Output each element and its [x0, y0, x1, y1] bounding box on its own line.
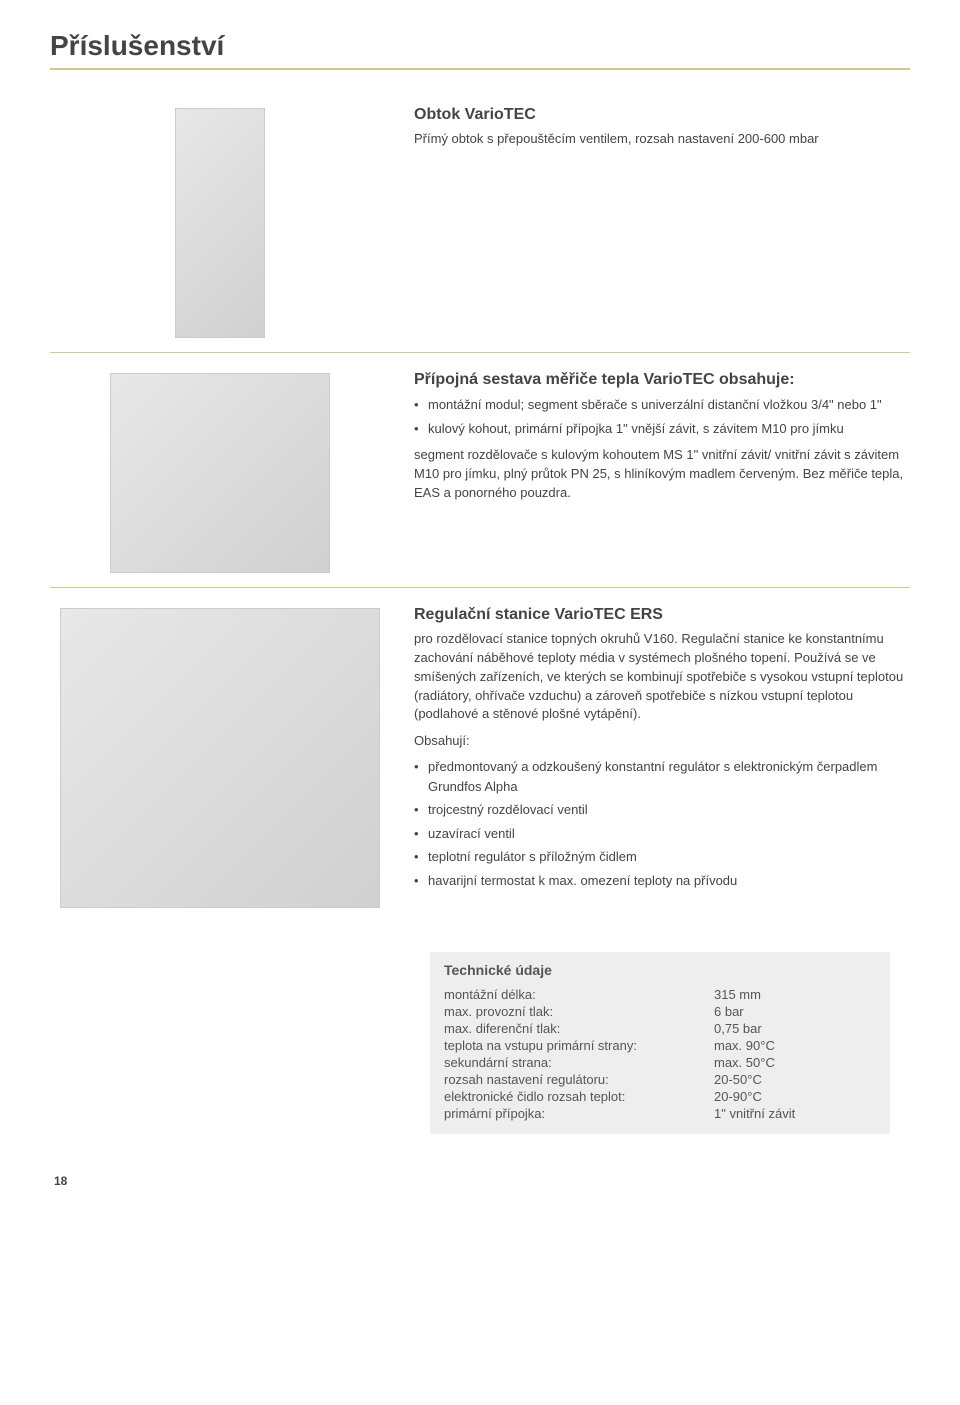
product-desc: pro rozdělovací stanice topných okruhů V…	[414, 630, 910, 724]
list-item: teplotní regulátor s příložným čidlem	[414, 847, 910, 867]
section-pripojna: Přípojná sestava měřiče tepla VarioTEC o…	[50, 353, 910, 588]
tech-label: sekundární strana:	[444, 1055, 714, 1070]
tech-title: Technické údaje	[444, 962, 876, 978]
list-item: uzavírací ventil	[414, 824, 910, 844]
text-col: Obtok VarioTEC Přímý obtok s přepouštěcí…	[414, 100, 910, 338]
tech-value: 20-90°C	[714, 1089, 876, 1104]
image-col	[50, 365, 390, 573]
tech-label: max. diferenční tlak:	[444, 1021, 714, 1036]
product-lead: Obsahují:	[414, 732, 910, 751]
product-title: Obtok VarioTEC	[414, 106, 910, 124]
product-desc: Přímý obtok s přepouštěcím ventilem, roz…	[414, 130, 910, 149]
table-row: montážní délka: 315 mm	[444, 986, 876, 1003]
tech-label: teplota na vstupu primární strany:	[444, 1038, 714, 1053]
tech-label: primární přípojka:	[444, 1106, 714, 1121]
table-row: max. provozní tlak: 6 bar	[444, 1003, 876, 1020]
tech-value: 20-50°C	[714, 1072, 876, 1087]
table-row: primární přípojka: 1" vnitřní závit	[444, 1105, 876, 1122]
bullet-list: montážní modul; segment sběrače s univer…	[414, 395, 910, 438]
text-col: Přípojná sestava měřiče tepla VarioTEC o…	[414, 365, 910, 573]
tech-value: 315 mm	[714, 987, 876, 1002]
product-para: segment rozdělovače s kulovým kohoutem M…	[414, 446, 910, 503]
tech-value: 1" vnitřní závit	[714, 1106, 876, 1121]
tech-value: 0,75 bar	[714, 1021, 876, 1036]
page-title: Příslušenství	[50, 30, 910, 70]
tech-value: 6 bar	[714, 1004, 876, 1019]
section-obtok: Obtok VarioTEC Přímý obtok s přepouštěcí…	[50, 88, 910, 353]
product-image	[60, 608, 380, 908]
bullet-list: předmontovaný a odzkoušený konstantní re…	[414, 757, 910, 890]
product-title: Přípojná sestava měřiče tepla VarioTEC o…	[414, 371, 910, 389]
product-image	[110, 373, 330, 573]
tech-value: max. 90°C	[714, 1038, 876, 1053]
tech-label: rozsah nastavení regulátoru:	[444, 1072, 714, 1087]
table-row: teplota na vstupu primární strany: max. …	[444, 1037, 876, 1054]
list-item: předmontovaný a odzkoušený konstantní re…	[414, 757, 910, 796]
tech-label: max. provozní tlak:	[444, 1004, 714, 1019]
tech-label: elektronické čidlo rozsah teplot:	[444, 1089, 714, 1104]
section-ers: Regulační stanice VarioTEC ERS pro rozdě…	[50, 588, 910, 922]
list-item: trojcestný rozdělovací ventil	[414, 800, 910, 820]
page-number: 18	[54, 1174, 910, 1188]
list-item: kulový kohout, primární přípojka 1" vněj…	[414, 419, 910, 439]
table-row: max. diferenční tlak: 0,75 bar	[444, 1020, 876, 1037]
tech-table: Technické údaje montážní délka: 315 mm m…	[430, 952, 890, 1134]
table-row: rozsah nastavení regulátoru: 20-50°C	[444, 1071, 876, 1088]
image-col	[50, 100, 390, 338]
product-title: Regulační stanice VarioTEC ERS	[414, 606, 910, 624]
product-image	[175, 108, 265, 338]
tech-value: max. 50°C	[714, 1055, 876, 1070]
image-col	[50, 600, 390, 908]
tech-label: montážní délka:	[444, 987, 714, 1002]
list-item: montážní modul; segment sběrače s univer…	[414, 395, 910, 415]
table-row: sekundární strana: max. 50°C	[444, 1054, 876, 1071]
text-col: Regulační stanice VarioTEC ERS pro rozdě…	[414, 600, 910, 908]
table-row: elektronické čidlo rozsah teplot: 20-90°…	[444, 1088, 876, 1105]
list-item: havarijní termostat k max. omezení teplo…	[414, 871, 910, 891]
